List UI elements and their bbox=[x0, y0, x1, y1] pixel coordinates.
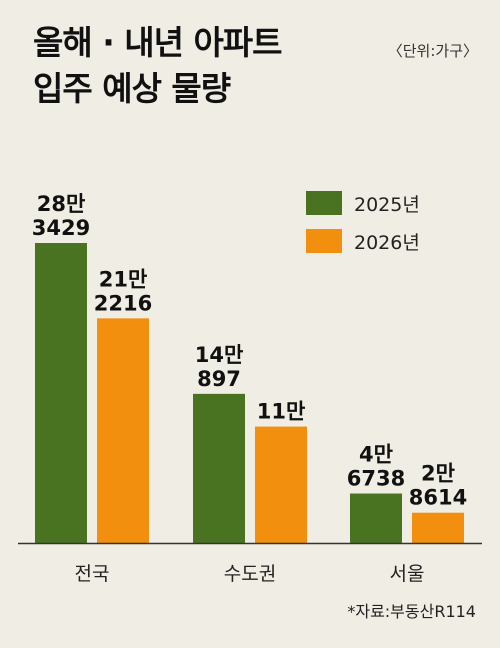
legend-swatch-2026 bbox=[306, 229, 342, 253]
category-label: 서울 bbox=[390, 563, 425, 585]
category-label: 수도권 bbox=[224, 563, 276, 585]
data-label: 2만 bbox=[421, 462, 455, 486]
legend-swatch-2025 bbox=[306, 191, 342, 215]
data-label: 4만 bbox=[359, 443, 393, 467]
legend-item-2026: 2026년 bbox=[306, 228, 420, 254]
data-label: 6738 bbox=[347, 467, 405, 491]
unit-note: 〈단위:가구〉 bbox=[387, 42, 478, 60]
legend-item-2025: 2025년 bbox=[306, 190, 420, 216]
bar-2026-2 bbox=[412, 512, 464, 543]
data-label: 3429 bbox=[32, 216, 90, 240]
data-label: 8614 bbox=[409, 486, 467, 510]
title-line-1: 올해 · 내년 아파트 bbox=[33, 23, 283, 62]
bar-2026-1 bbox=[255, 426, 307, 543]
title-line-2: 입주 예상 물량 bbox=[33, 69, 231, 108]
data-label: 897 bbox=[197, 367, 241, 391]
legend: 2025년 2026년 bbox=[306, 190, 420, 266]
bar-2025-0 bbox=[35, 243, 87, 543]
bar-2025-2 bbox=[350, 493, 402, 543]
source-note: *자료:부동산R114 bbox=[347, 602, 476, 621]
data-label: 14만 bbox=[195, 343, 244, 367]
data-label: 11만 bbox=[257, 400, 306, 424]
bar-2026-0 bbox=[97, 318, 149, 543]
legend-label-2025: 2025년 bbox=[354, 193, 420, 216]
data-label: 28만 bbox=[37, 192, 86, 216]
legend-label-2026: 2026년 bbox=[354, 231, 420, 254]
category-label: 전국 bbox=[75, 563, 110, 585]
bar-2025-1 bbox=[193, 393, 245, 543]
chart-title: 올해 · 내년 아파트 입주 예상 물량 bbox=[33, 20, 283, 112]
data-label: 21만 bbox=[99, 267, 148, 291]
data-label: 2216 bbox=[94, 291, 152, 315]
